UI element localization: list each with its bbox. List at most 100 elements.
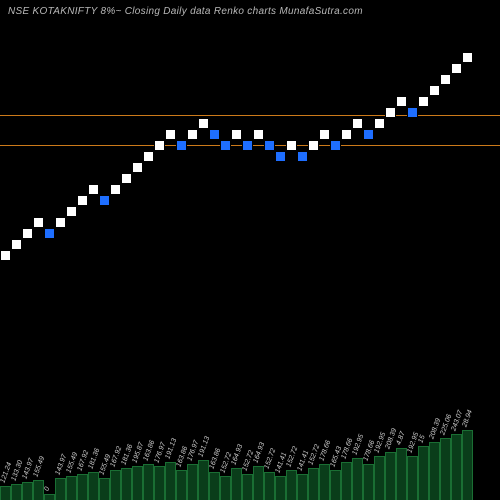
volume-label: 225.06	[439, 413, 453, 436]
volume-bar: 191.13	[198, 460, 209, 500]
volume-bar: 152.72	[242, 474, 253, 500]
volume-label: 163.86	[208, 447, 222, 470]
volume-label: 208.39	[384, 427, 398, 450]
volume-bar: 191.13	[165, 462, 176, 500]
volume-bar: 181.36	[88, 472, 99, 500]
volume-label: 178.66	[318, 439, 332, 462]
volume-bar: 192.95	[352, 458, 363, 500]
renko-brick-up	[319, 129, 330, 140]
volume-label: 191.13	[164, 437, 178, 460]
resistance-line	[0, 115, 500, 116]
renko-brick-up	[11, 239, 22, 250]
renko-brick-up	[451, 63, 462, 74]
volume-bar: 155.49	[99, 478, 110, 500]
renko-brick-up	[385, 107, 396, 118]
volume-bar: 141.41	[275, 476, 286, 500]
volume-bar: 28.94	[462, 430, 473, 500]
chart-title: NSE KOTAKNIFTY 8%~ Closing Daily data Re…	[8, 6, 363, 17]
volume-bar: 143.97	[55, 478, 66, 500]
renko-brick-down	[176, 140, 187, 151]
volume-label: 143.97	[54, 453, 68, 476]
renko-brick-down	[330, 140, 341, 151]
volume-bar: 133.30	[11, 484, 22, 500]
renko-brick-down	[220, 140, 231, 151]
renko-brick-up	[429, 85, 440, 96]
renko-brick-up	[66, 206, 77, 217]
volume-bar: 178.66	[341, 462, 352, 500]
renko-brick-up	[154, 140, 165, 151]
volume-bar: 4.87	[396, 448, 407, 500]
renko-brick-up	[187, 129, 198, 140]
volume-bar: 15	[418, 446, 429, 500]
volume-bar: 176.97	[154, 466, 165, 500]
volume-bar: 208.39	[385, 452, 396, 500]
volume-bar: 152.72	[264, 472, 275, 500]
volume-label: 15	[417, 434, 426, 444]
volume-bar: 176.97	[187, 464, 198, 500]
volume-bar: 208.39	[429, 442, 440, 500]
volume-label: 191.13	[197, 435, 211, 458]
volume-bar: 152.72	[220, 476, 231, 500]
volume-bar: 163.86	[209, 472, 220, 500]
renko-brick-up	[110, 184, 121, 195]
renko-brick-up	[88, 184, 99, 195]
renko-brick-up	[77, 195, 88, 206]
renko-brick-up	[132, 162, 143, 173]
volume-bar: 163.86	[143, 464, 154, 500]
renko-brick-up	[374, 118, 385, 129]
renko-brick-down	[407, 107, 418, 118]
renko-brick-up	[143, 151, 154, 162]
volume-bar: 178.66	[363, 464, 374, 500]
renko-brick-up	[440, 74, 451, 85]
volume-label: 208.39	[428, 417, 442, 440]
volume-bar: 167.92	[77, 474, 88, 500]
volume-bar: 181.36	[121, 468, 132, 500]
volume-bar: 167.92	[110, 470, 121, 500]
renko-brick-down	[264, 140, 275, 151]
renko-brick-down	[297, 151, 308, 162]
renko-brick-up	[165, 129, 176, 140]
renko-brick-up	[231, 129, 242, 140]
renko-brick-up	[308, 140, 319, 151]
renko-brick-up	[253, 129, 264, 140]
renko-brick-up	[462, 52, 473, 63]
renko-brick-up	[341, 129, 352, 140]
renko-brick-down	[242, 140, 253, 151]
volume-bar: 165.43	[330, 470, 341, 500]
volume-chart-area: 121.24133.30143.97155.490143.97155.49167…	[0, 340, 500, 500]
volume-bar: 195.87	[132, 466, 143, 500]
volume-label: 0	[43, 486, 51, 492]
renko-brick-up	[22, 228, 33, 239]
volume-bar: 121.24	[0, 486, 11, 500]
renko-brick-up	[55, 217, 66, 228]
renko-brick-up	[121, 173, 132, 184]
volume-bar: 192.95	[374, 456, 385, 500]
volume-bar: 0	[44, 494, 55, 500]
volume-bar: 164.93	[253, 466, 264, 500]
volume-bar: 163.86	[176, 470, 187, 500]
volume-bar: 192.95	[407, 456, 418, 500]
renko-brick-up	[352, 118, 363, 129]
renko-brick-up	[33, 217, 44, 228]
volume-label: 121.24	[0, 461, 13, 484]
renko-brick-down	[44, 228, 55, 239]
renko-brick-up	[198, 118, 209, 129]
renko-brick-up	[396, 96, 407, 107]
volume-bar: 152.72	[308, 468, 319, 500]
volume-bar: 243.07	[451, 434, 462, 500]
volume-label: 152.72	[263, 447, 277, 470]
renko-brick-down	[99, 195, 110, 206]
volume-bar: 155.49	[66, 476, 77, 500]
volume-bar: 155.49	[33, 480, 44, 500]
volume-bar: 164.93	[231, 468, 242, 500]
volume-label: 243.07	[450, 409, 464, 432]
renko-brick-down	[363, 129, 374, 140]
renko-brick-down	[275, 151, 286, 162]
renko-brick-up	[418, 96, 429, 107]
volume-bar: 141.41	[297, 474, 308, 500]
volume-bar: 178.66	[319, 464, 330, 500]
renko-brick-down	[209, 129, 220, 140]
volume-bar: 225.06	[440, 438, 451, 500]
volume-bar: 152.72	[286, 470, 297, 500]
volume-label: 192.95	[351, 433, 365, 456]
